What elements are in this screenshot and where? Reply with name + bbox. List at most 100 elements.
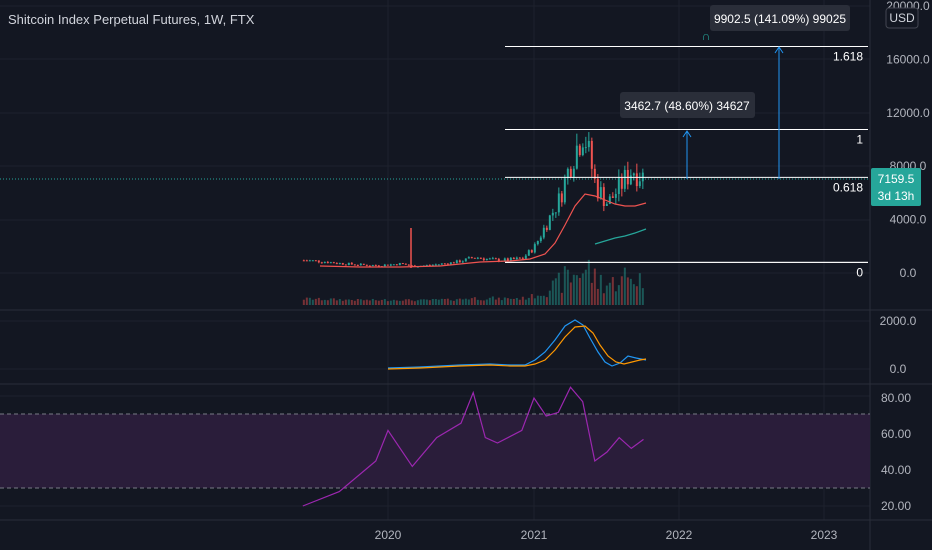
candle-body — [518, 257, 521, 259]
candle-body — [458, 260, 461, 263]
candle-body — [335, 263, 338, 265]
volume-bar — [446, 298, 449, 305]
macd-orange-line — [387, 325, 647, 370]
candle-body — [404, 263, 407, 265]
candle-body — [305, 260, 308, 262]
volume-bar — [419, 299, 422, 305]
candle-body — [449, 262, 452, 265]
time-axis[interactable]: 2020 2021 2022 2023 — [375, 528, 838, 542]
volume-bar — [374, 300, 377, 305]
volume-bar — [566, 269, 569, 305]
volume-bar — [584, 269, 587, 305]
fib-retracement[interactable]: 1.618 1 0.618 0 — [505, 45, 868, 279]
candle-body — [317, 260, 320, 263]
candle-body — [329, 262, 332, 264]
volume-bar — [443, 299, 446, 305]
volume-bar — [476, 299, 479, 305]
candle-body — [326, 262, 329, 264]
measure-arrow-1[interactable] — [682, 130, 692, 179]
candle-body — [332, 262, 335, 264]
volume-bar — [398, 300, 401, 305]
candle-body — [368, 265, 371, 267]
candle-body — [488, 258, 491, 260]
candle-body — [476, 257, 479, 259]
volume-bar — [464, 298, 467, 305]
volume-bar — [506, 298, 509, 305]
volume-bar — [371, 298, 374, 305]
volume-bar — [410, 300, 413, 305]
volume-bar — [482, 300, 485, 305]
svg-text:3462.7 (48.60%) 34627: 3462.7 (48.60%) 34627 — [624, 99, 750, 113]
candle-body — [353, 264, 356, 266]
candle-body — [350, 262, 353, 265]
rsi-line — [302, 386, 644, 507]
volume-bar — [596, 288, 599, 305]
time-tick-label: 2022 — [666, 528, 693, 542]
svg-text:USD: USD — [889, 11, 915, 25]
volume-bar — [404, 299, 407, 305]
currency-button[interactable]: USD — [885, 7, 919, 29]
volume-bar — [317, 297, 320, 305]
volume-bar — [413, 301, 416, 305]
candle-body — [443, 263, 446, 265]
volume-bar — [425, 299, 428, 305]
candle-body — [527, 250, 530, 256]
time-tick-label: 2023 — [811, 528, 838, 542]
rsi-axis[interactable]: 80.00 60.00 40.00 20.00 — [881, 391, 911, 513]
fib-level-label: 1 — [856, 132, 863, 146]
candle-body — [509, 257, 512, 261]
candle-body — [611, 196, 614, 198]
candle-body — [461, 261, 464, 263]
volume-bar — [605, 285, 608, 305]
volume-bar — [428, 300, 431, 305]
volume-bar — [563, 266, 566, 305]
candle-body — [497, 258, 500, 262]
volume-bar — [338, 299, 341, 305]
volume-bar — [521, 296, 524, 305]
volume-bar — [515, 298, 518, 305]
macd-tick-label: 2000.0 — [880, 314, 917, 328]
volume-bar — [407, 299, 410, 305]
price-tick-label: 12000.0 — [886, 106, 930, 120]
candle-body — [371, 265, 374, 267]
candle-body — [314, 260, 317, 262]
volume-bar — [500, 300, 503, 305]
candle-body — [614, 194, 617, 198]
candle-body — [581, 147, 584, 156]
candle-body — [569, 168, 572, 177]
volume-bar — [518, 299, 521, 305]
volume-bar — [416, 300, 419, 305]
candle-body — [632, 173, 635, 176]
macd-blue-line — [387, 319, 647, 369]
volume-bar — [503, 297, 506, 305]
candle-body — [356, 265, 359, 267]
candle-body — [593, 168, 596, 179]
alert-marker-icon[interactable]: ∩ — [702, 29, 711, 43]
volume-bar — [308, 297, 311, 305]
candle-body — [347, 262, 350, 265]
candle-body — [566, 168, 569, 179]
volume-bar — [608, 282, 611, 305]
volume-bar — [449, 300, 452, 305]
candle-body — [617, 177, 620, 195]
candle-body — [554, 212, 557, 214]
candle-body — [542, 227, 545, 238]
volume-bar — [551, 280, 554, 305]
current-price-value: 7159.5 — [878, 172, 915, 186]
candle-body — [446, 263, 449, 265]
volume-bar — [614, 291, 617, 305]
volume-bar — [386, 301, 389, 305]
candle-body — [629, 175, 632, 185]
measure-arrow-2[interactable] — [774, 46, 784, 179]
candle-body — [608, 196, 611, 204]
volume-bar — [524, 299, 527, 305]
macd-axis[interactable]: 2000.0 0.0 — [880, 314, 917, 376]
candle-body — [389, 264, 392, 266]
candle-body — [491, 258, 494, 260]
candle-body — [560, 193, 563, 203]
volume-bar — [323, 299, 326, 305]
candle-body — [395, 264, 398, 266]
volume-bar — [635, 286, 638, 305]
volume-bar — [641, 288, 644, 305]
